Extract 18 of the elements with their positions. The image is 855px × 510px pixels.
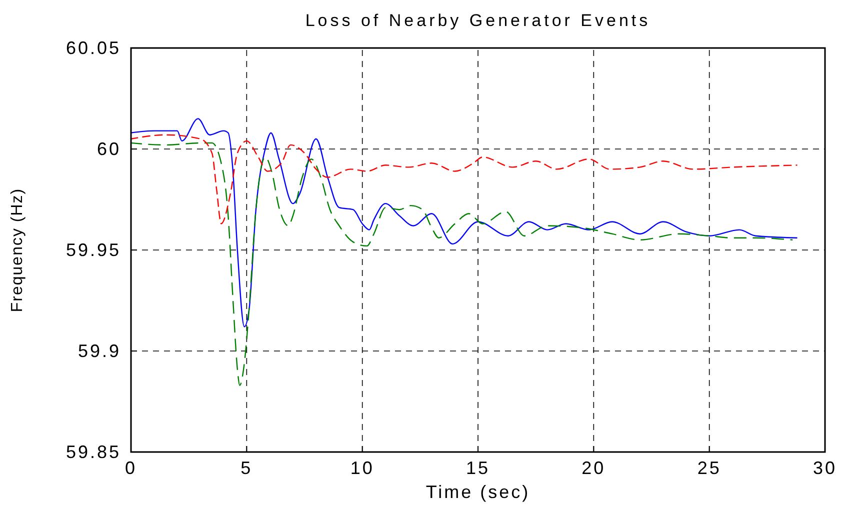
x-tick-label: 30 xyxy=(812,458,838,478)
x-tick-label: 20 xyxy=(582,458,606,478)
x-tick-label: 5 xyxy=(240,458,253,478)
x-tick-label: 25 xyxy=(697,458,722,478)
y-tick-label: 60.05 xyxy=(66,38,121,58)
x-axis-title: Time (sec) xyxy=(426,482,530,502)
x-tick-label: 15 xyxy=(466,458,490,478)
x-tick-label: 0 xyxy=(124,458,138,478)
line-series xyxy=(130,118,798,328)
line-series xyxy=(130,142,794,386)
y-tick-label: 60 xyxy=(96,139,121,159)
y-axis-title: Frequency (Hz) xyxy=(9,188,26,312)
chart-title: Loss of Nearby Generator Events xyxy=(305,11,651,30)
x-tick-label: 10 xyxy=(350,458,374,478)
line-series xyxy=(130,134,798,224)
y-tick-label: 59.95 xyxy=(66,240,121,260)
y-tick-label: 59.85 xyxy=(66,442,121,462)
y-tick-label: 59.9 xyxy=(78,341,121,361)
